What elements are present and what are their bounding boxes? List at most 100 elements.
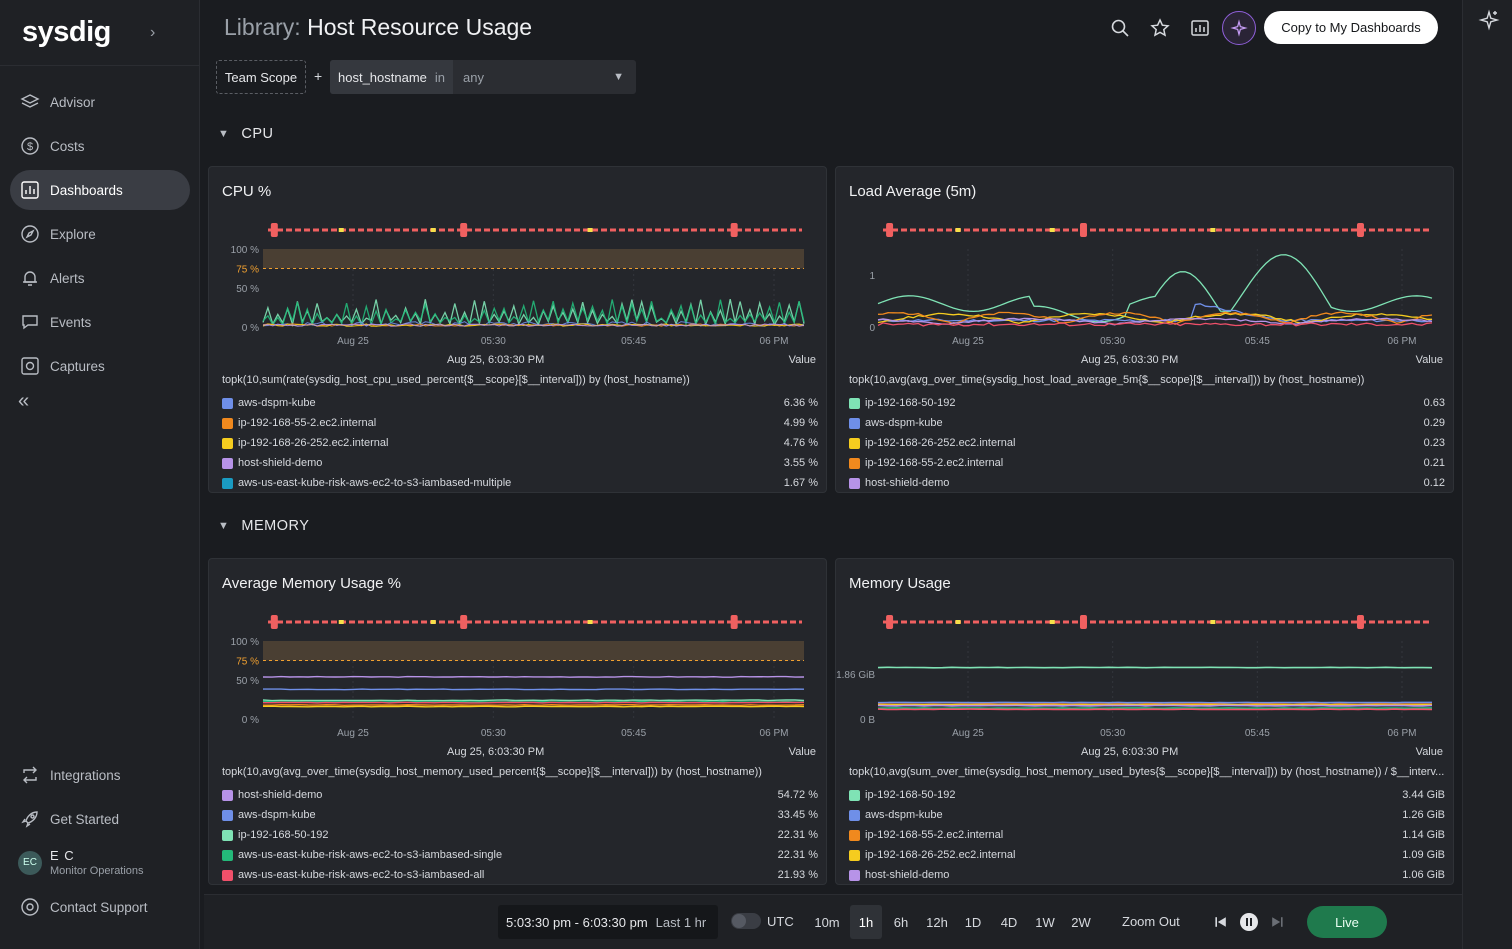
time-range-picker[interactable]: 5:03:30 pm - 6:03:30 pm Last 1 hr	[498, 905, 718, 939]
event-marker	[460, 223, 468, 237]
legend-item[interactable]: ip-192-168-50-192 22.31 %	[222, 825, 818, 845]
legend-item[interactable]: host-shield-demo 3.55 %	[222, 453, 818, 473]
legend-item[interactable]: aws-dspm-kube 33.45 %	[222, 805, 818, 825]
legend-name: host-shield-demo	[865, 869, 950, 881]
legend-item[interactable]: aws-us-east-kube-risk-aws-ec2-to-s3-iamb…	[222, 845, 818, 865]
legend-value: 22.31 %	[777, 829, 818, 841]
chart[interactable]: Aug 25 05:30 05:45 06 PM 100 % 75 % 50 % 0 %	[209, 207, 828, 352]
report-icon[interactable]	[1188, 16, 1212, 40]
legend-item[interactable]: ip-192-168-26-252.ec2.internal 0.23	[849, 433, 1445, 453]
preset-1h[interactable]: 1h	[850, 905, 882, 939]
event-marker-minor	[587, 228, 593, 232]
legend-item[interactable]: ip-192-168-26-252.ec2.internal 1.09 GiB	[849, 845, 1445, 865]
preset-1w[interactable]: 1W	[1035, 914, 1055, 930]
legend-item[interactable]: ip-192-168-50-192 0.63	[849, 393, 1445, 413]
legend-item[interactable]: ip-192-168-55-2.ec2.internal 4.99 %	[222, 413, 818, 433]
copy-to-my-dashboards-button[interactable]: Copy to My Dashboards	[1264, 11, 1438, 44]
x-tick-label: 05:45	[1245, 728, 1270, 739]
event-marker-minor	[430, 620, 436, 624]
sidebar-item-advisor[interactable]: Advisor	[10, 82, 190, 122]
scope-value-select[interactable]: any	[463, 69, 484, 85]
preset-6h[interactable]: 6h	[893, 914, 909, 930]
sidebar-item-integrations[interactable]: Integrations	[10, 755, 190, 795]
team-scope-button[interactable]: Team Scope	[216, 60, 306, 94]
add-scope-button[interactable]: +	[314, 68, 323, 84]
sidebar-item-dashboards[interactable]: Dashboards	[10, 170, 190, 210]
x-tick-label: 06 PM	[1388, 728, 1417, 739]
legend-name: host-shield-demo	[238, 457, 323, 469]
event-marker	[270, 223, 278, 237]
panel-memory-usage[interactable]: Memory Usage Aug 25 05:30 05:45 06 PM 1.86 Gi…	[835, 558, 1454, 885]
legend-item[interactable]: aws-us-east-kube-risk-aws-ec2-to-s3-iamb…	[222, 473, 818, 493]
preset-2w[interactable]: 2W	[1071, 914, 1091, 930]
sidebar-item-explore[interactable]: Explore	[10, 214, 190, 254]
preset-10m[interactable]: 10m	[814, 914, 840, 930]
chart[interactable]: Aug 25 05:30 05:45 06 PM 100 % 75 % 50 % 0 %	[209, 599, 828, 744]
panel-average-memory-usage[interactable]: Average Memory Usage % Aug 25 05:30 05:45 06…	[208, 558, 827, 885]
legend-value: 0.21	[1423, 457, 1445, 469]
legend-item[interactable]: aws-us-east-kube-risk-aws-ec2-to-s3-iamb…	[222, 865, 818, 885]
scope-filter[interactable]: host_hostname in any ▼	[330, 60, 636, 94]
panel-load-average[interactable]: Load Average (5m) Aug 25 05:30 05:45 06 PM 1 0…	[835, 166, 1454, 493]
chevron-right-icon[interactable]: ›	[150, 24, 156, 41]
legend-item[interactable]: aws-dspm-kube 6.36 %	[222, 393, 818, 413]
series-line	[877, 701, 1432, 704]
sparkle-assistant-icon[interactable]	[1477, 8, 1501, 32]
time-range-last: Last 1 hr	[655, 914, 707, 930]
skip-forward-icon[interactable]	[1266, 911, 1288, 933]
legend-item[interactable]: host-shield-demo 54.72 %	[222, 785, 818, 805]
legend-item[interactable]: ip-192-168-50-192 3.44 GiB	[849, 785, 1445, 805]
legend-swatch	[222, 417, 233, 429]
sidebar-item-captures[interactable]: Captures	[10, 346, 190, 386]
preset-4d[interactable]: 4D	[1000, 914, 1018, 930]
pause-icon[interactable]	[1238, 911, 1260, 933]
chart[interactable]: Aug 25 05:30 05:45 06 PM 1.86 GiB 0 B	[836, 599, 1455, 744]
panel-cpu-percent[interactable]: CPU % Aug 25 05:30 05:45 06 PM 100 % 75 % 50 % 0…	[208, 166, 827, 493]
legend-value: 4.99 %	[783, 417, 818, 429]
hover-timestamp: Aug 25, 6:03:30 PM	[447, 746, 545, 758]
legend-item[interactable]: ip-192-168-26-252.ec2.internal 4.76 %	[222, 433, 818, 453]
y-tick-label: 0 %	[242, 323, 259, 334]
legend-item[interactable]: aws-dspm-kube 1.26 GiB	[849, 805, 1445, 825]
legend-item[interactable]: host-shield-demo 0.12	[849, 473, 1445, 493]
legend-value: 21.93 %	[777, 869, 818, 881]
sidebar-item-get-started[interactable]: Get Started	[10, 799, 190, 839]
ai-sparkle-button[interactable]	[1222, 11, 1256, 45]
y-tick-label: 1.86 GiB	[836, 670, 875, 681]
legend-item[interactable]: ip-192-168-55-2.ec2.internal 1.14 GiB	[849, 825, 1445, 845]
chevron-down-icon[interactable]: ▼	[613, 71, 624, 83]
star-icon[interactable]	[1148, 16, 1172, 40]
legend-name: ip-192-168-50-192	[865, 789, 956, 801]
legend-item[interactable]: aws-dspm-kube 0.29	[849, 413, 1445, 433]
search-icon[interactable]	[1108, 16, 1132, 40]
event-marker-minor	[338, 228, 344, 232]
legend-swatch	[222, 477, 233, 489]
sidebar-item-contact-support[interactable]: Contact Support	[10, 887, 190, 927]
sidebar-item-label: Alerts	[50, 270, 85, 286]
series-line	[263, 703, 805, 707]
sidebar-item-label: Get Started	[50, 811, 120, 827]
zoom-out-button[interactable]: Zoom Out	[1122, 914, 1180, 929]
legend-name: ip-192-168-50-192	[238, 829, 329, 841]
preset-12h[interactable]: 12h	[926, 914, 948, 930]
skip-back-icon[interactable]	[1210, 911, 1232, 933]
x-tick-label: 05:30	[1100, 728, 1125, 739]
legend-item[interactable]: ip-192-168-55-2.ec2.internal 0.21	[849, 453, 1445, 473]
utc-toggle[interactable]	[731, 913, 761, 929]
sidebar-item-events[interactable]: Events	[10, 302, 190, 342]
scope-key: host_hostname in	[330, 60, 454, 94]
sidebar-item-alerts[interactable]: Alerts	[10, 258, 190, 298]
live-button[interactable]: Live	[1307, 906, 1387, 938]
user-profile[interactable]: EC E C Monitor Operations	[18, 848, 144, 877]
section-memory[interactable]: ▼ MEMORY	[218, 518, 309, 534]
preset-1d[interactable]: 1D	[964, 914, 982, 930]
legend-name: aws-dspm-kube	[238, 397, 316, 409]
chevron-down-icon: ▼	[218, 520, 230, 532]
legend-item[interactable]: host-shield-demo 1.06 GiB	[849, 865, 1445, 885]
chart[interactable]: Aug 25 05:30 05:45 06 PM 1 0	[836, 207, 1455, 352]
legend-swatch	[849, 849, 860, 861]
sidebar-item-costs[interactable]: $ Costs	[10, 126, 190, 166]
collapse-sidebar-icon[interactable]: «	[18, 390, 30, 412]
sysdig-logo[interactable]: sysdig	[22, 16, 111, 48]
section-cpu[interactable]: ▼ CPU	[218, 126, 274, 142]
